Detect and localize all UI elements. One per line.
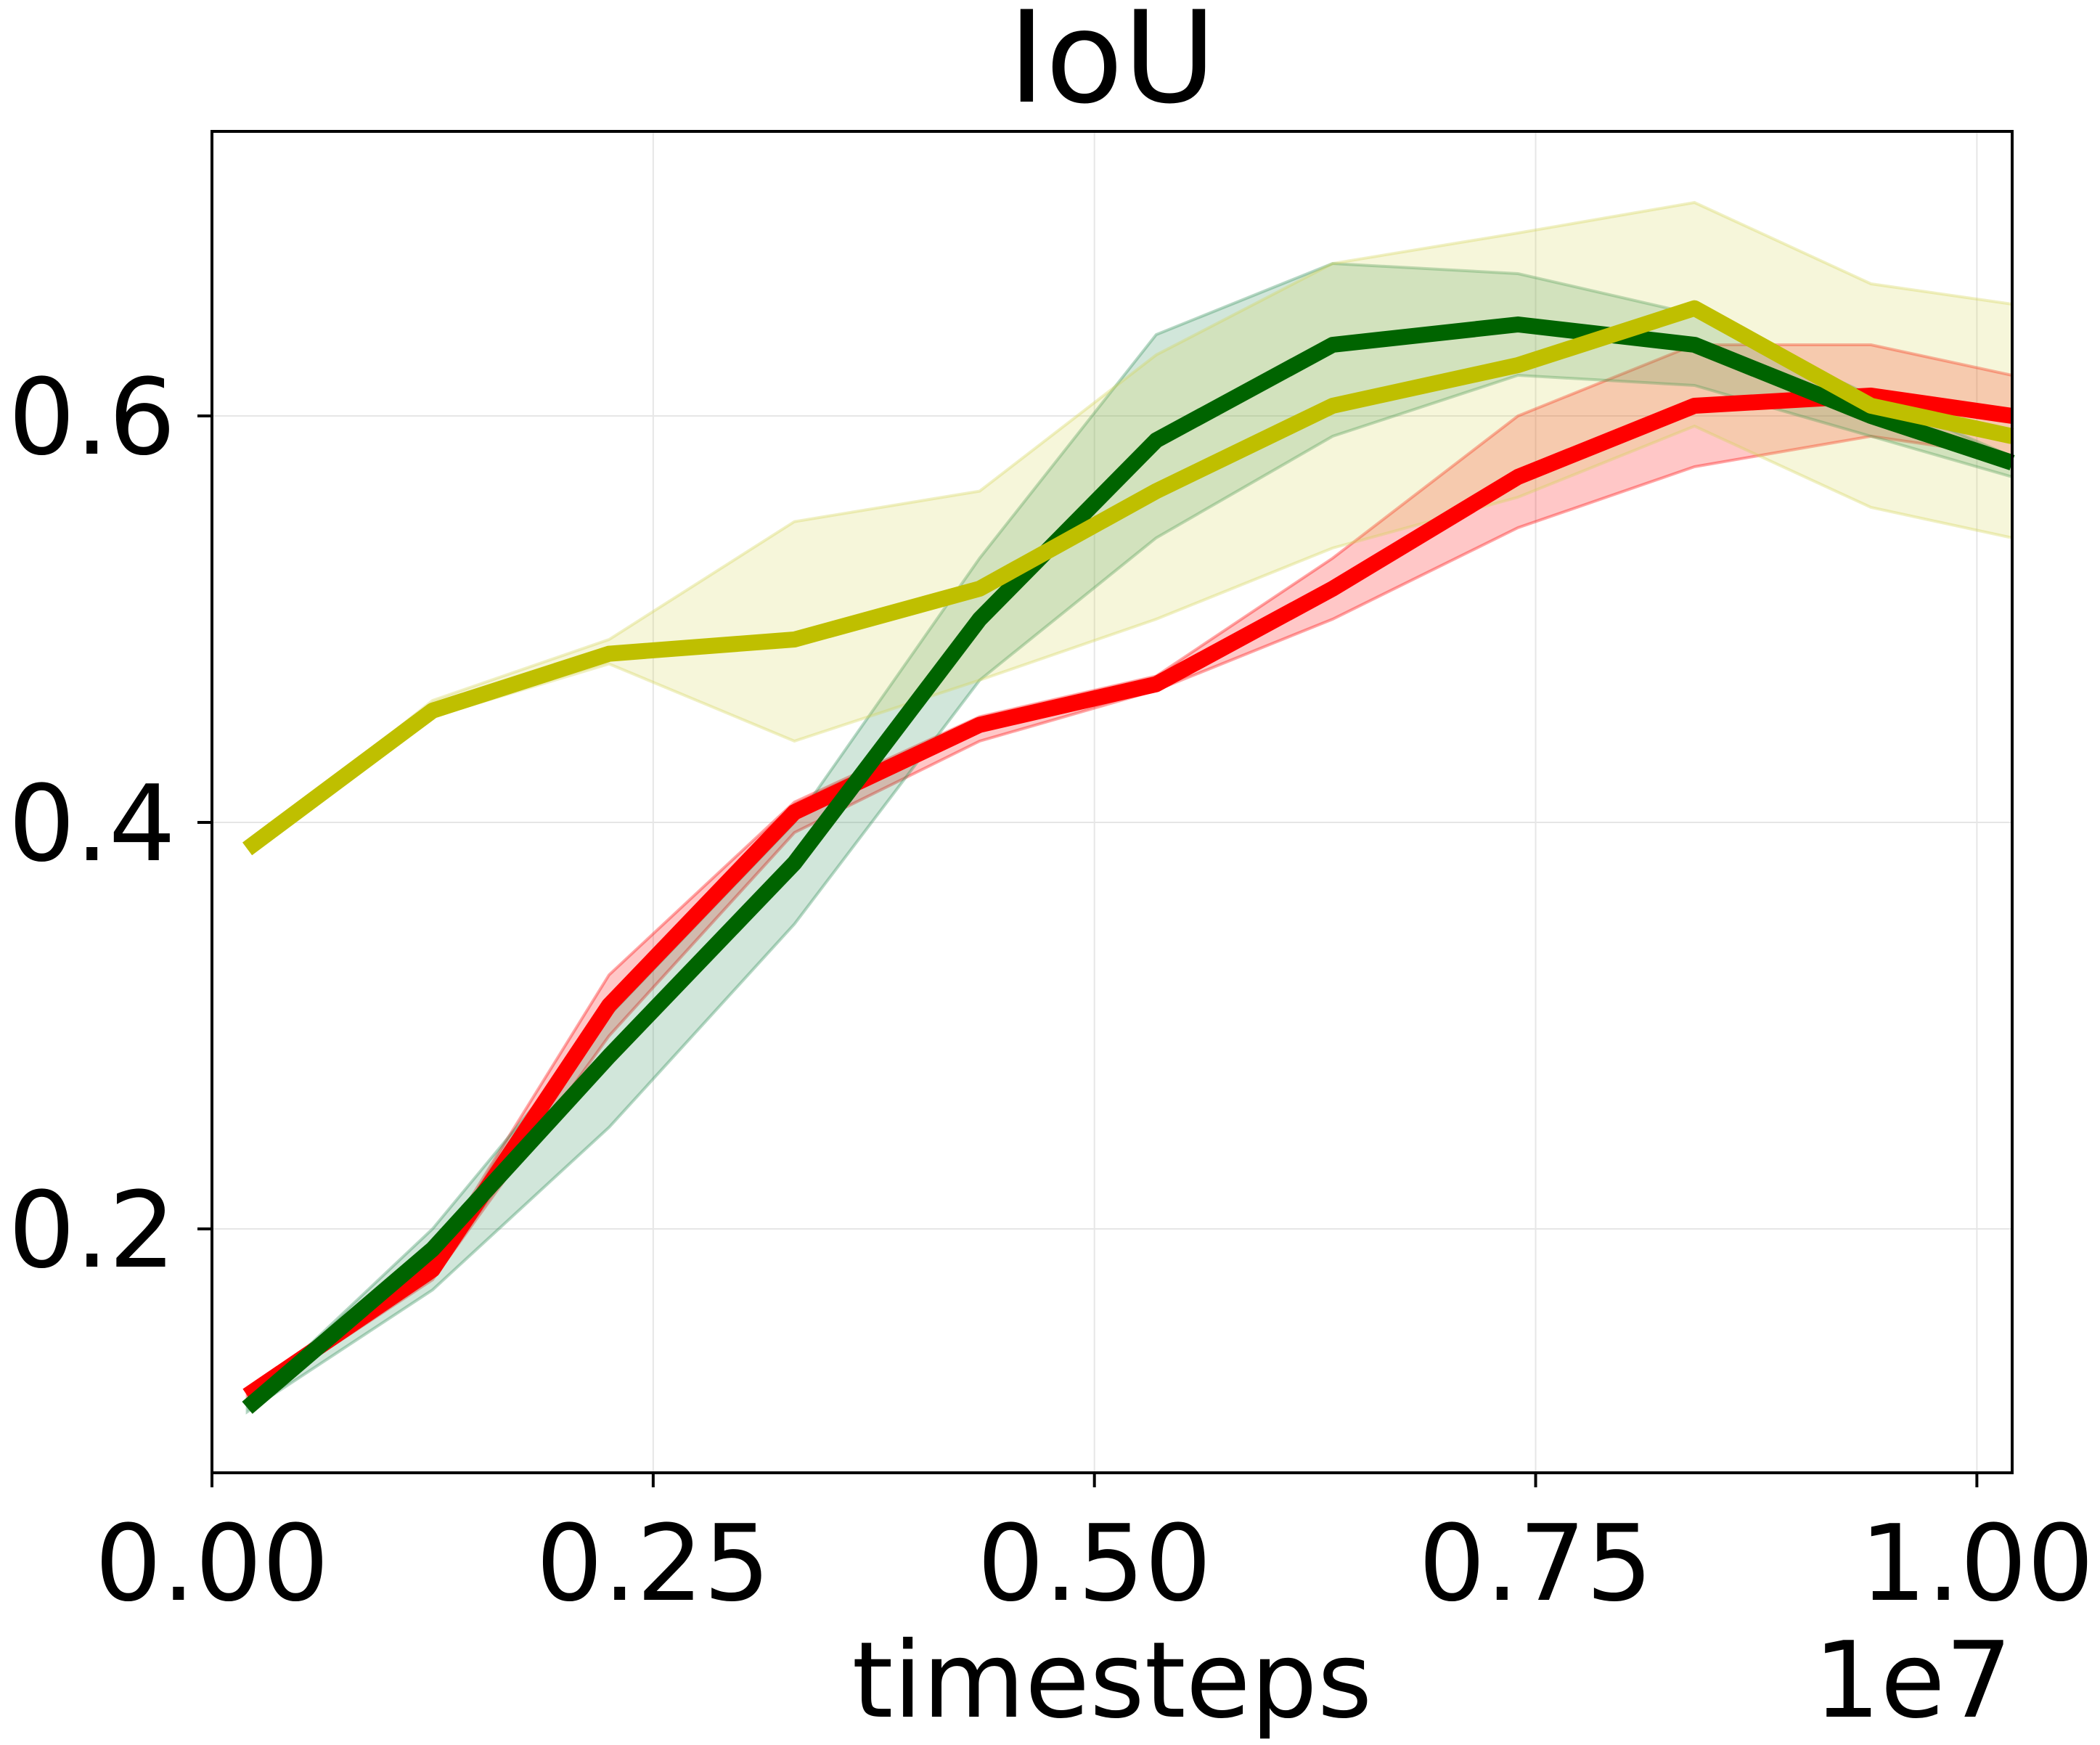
y-tick-label: 0.2 — [8, 1169, 176, 1292]
series-lines — [242, 300, 2015, 1414]
series-line-1 — [242, 316, 2015, 1414]
y-tick-label: 0.6 — [8, 356, 176, 479]
x-tick-label: 0.25 — [536, 1503, 770, 1625]
axis-ticks: 0.00 0.25 0.50 0.75 1.00 0.2 0.4 0.6 — [8, 356, 2093, 1625]
x-tick-label: 0.00 — [95, 1503, 330, 1625]
x-axis-offset-label: 1e7 — [1813, 1619, 2012, 1742]
x-tick-label: 0.50 — [977, 1503, 1212, 1625]
x-tick-label: 1.00 — [1860, 1503, 2094, 1625]
confidence-band-2 — [246, 200, 2014, 851]
y-tick-label: 0.4 — [8, 763, 176, 886]
plot-frame — [211, 130, 2014, 1474]
chart-title: IoU — [1008, 0, 1217, 132]
series-line-0 — [242, 388, 2014, 1402]
series-line-2 — [242, 300, 2014, 856]
confidence-bands — [245, 200, 2014, 1415]
x-tick-label: 0.75 — [1418, 1503, 1653, 1625]
x-axis-label: timesteps — [852, 1619, 1373, 1742]
